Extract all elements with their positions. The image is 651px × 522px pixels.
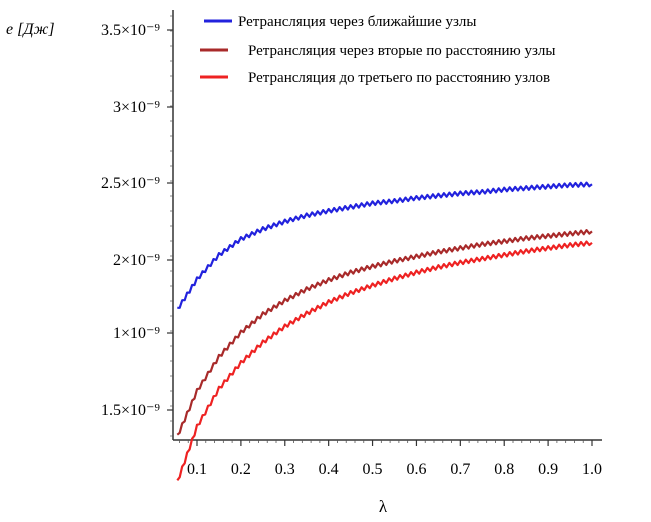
x-tick-label: 0.3 xyxy=(275,461,295,478)
y-tick-label: 2×10⁻⁹ xyxy=(113,252,160,269)
legend-label-3: Ретрансляция до третьего по расстоянию у… xyxy=(248,70,550,86)
legend-label-1: Ретрансляция через ближайшие узлы xyxy=(238,14,476,30)
y-axis-label: e [Дж] xyxy=(6,21,55,38)
x-axis-ticks: 0.1 0.2 0.3 0.4 0.5 0.6 0.7 0.8 0.9 1.0 xyxy=(179,440,602,478)
x-tick-label: 0.2 xyxy=(231,461,251,478)
y-tick-label: 1×10⁻⁹ xyxy=(113,325,160,342)
x-tick-label: 0.6 xyxy=(406,461,426,478)
x-axis-label: λ xyxy=(379,497,388,516)
legend-label-2: Ретрансляция через вторые по расстоянию … xyxy=(248,43,555,59)
x-tick-label: 0.5 xyxy=(363,461,383,478)
y-axis-ticks: 3.5×10⁻⁹ 3×10⁻⁹ 2.5×10⁻⁹ 2×10⁻⁹ 1×10⁻⁹ 1.5×10… xyxy=(101,15,173,437)
series-line-1 xyxy=(177,181,593,309)
series-line-2 xyxy=(176,229,593,436)
x-tick-label: 0.8 xyxy=(494,461,514,478)
y-tick-label: 1.5×10⁻⁹ xyxy=(101,402,160,419)
y-tick-label: 3.5×10⁻⁹ xyxy=(101,22,160,39)
y-tick-label: 2.5×10⁻⁹ xyxy=(101,175,160,192)
series-lines xyxy=(176,181,593,481)
legend: Ретрансляция через ближайшие узлы Ретранс… xyxy=(200,14,555,86)
series-line-3 xyxy=(176,240,593,481)
x-tick-label: 0.7 xyxy=(450,461,470,478)
x-tick-label: 1.0 xyxy=(582,461,602,478)
x-tick-label: 0.9 xyxy=(538,461,558,478)
y-tick-label: 3×10⁻⁹ xyxy=(113,99,160,116)
x-tick-label: 0.4 xyxy=(319,461,339,478)
x-tick-label: 0.1 xyxy=(187,461,207,478)
